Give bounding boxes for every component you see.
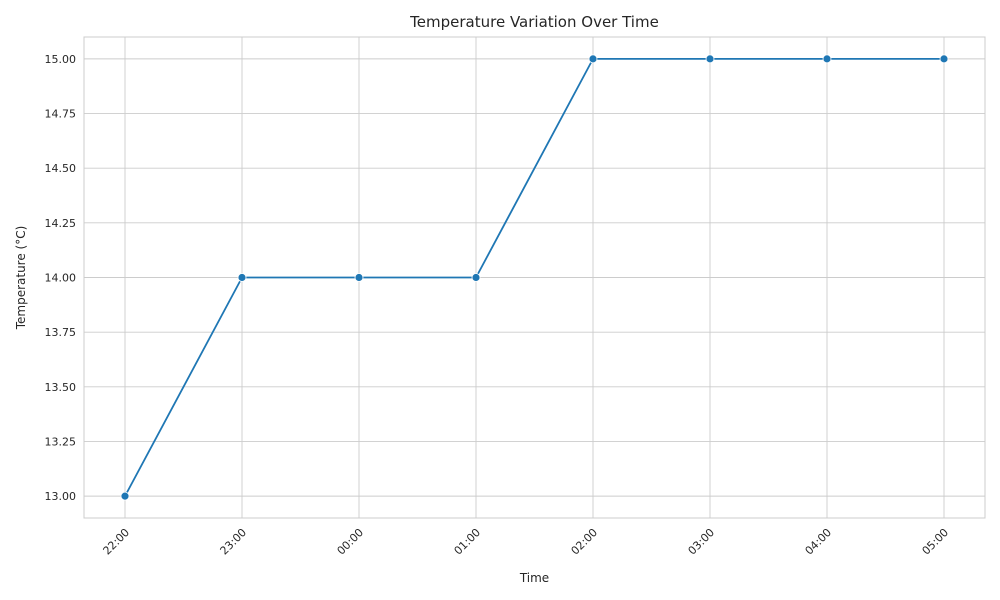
y-tick-label: 13.00 bbox=[45, 490, 77, 503]
data-point bbox=[471, 273, 481, 282]
x-tick-label: 22:00 bbox=[101, 526, 133, 558]
x-tick-labels: 22:00 23:00 00:00 01:00 02:00 03:00 04:00 05:00 bbox=[101, 526, 952, 558]
x-tick-label: 04:00 bbox=[803, 526, 835, 558]
y-axis-label: Temperature (°C) bbox=[14, 226, 28, 331]
chart-title: Temperature Variation Over Time bbox=[409, 13, 659, 31]
y-tick-label: 13.50 bbox=[45, 381, 77, 394]
grid-layer bbox=[84, 37, 985, 518]
data-point bbox=[588, 54, 598, 64]
y-tick-label: 13.25 bbox=[45, 435, 77, 448]
x-tick-label: 02:00 bbox=[569, 526, 601, 558]
x-tick-label: 01:00 bbox=[452, 526, 484, 558]
x-tick-label: 23:00 bbox=[218, 526, 250, 558]
y-tick-label: 14.25 bbox=[45, 217, 77, 230]
y-tick-label: 14.50 bbox=[45, 162, 77, 175]
data-point bbox=[939, 54, 949, 64]
data-point bbox=[120, 491, 130, 501]
plot-frame bbox=[83, 36, 986, 519]
y-tick-label: 14.75 bbox=[45, 108, 77, 121]
y-tick-label: 15.00 bbox=[45, 53, 77, 66]
y-tick-labels: 13.00 13.25 13.50 13.75 14.00 14.25 14.50 14.75… bbox=[45, 53, 77, 503]
x-tick-label: 05:00 bbox=[920, 526, 952, 558]
data-point bbox=[237, 273, 247, 282]
y-tick-label: 14.00 bbox=[45, 272, 77, 285]
series-layer bbox=[120, 54, 949, 501]
x-tick-label: 03:00 bbox=[686, 526, 718, 558]
data-point bbox=[822, 54, 832, 64]
y-tick-label: 13.75 bbox=[45, 326, 77, 339]
data-point bbox=[354, 273, 364, 282]
x-axis-label: Time bbox=[519, 571, 549, 585]
series-line bbox=[124, 57, 944, 497]
x-tick-label: 00:00 bbox=[335, 526, 367, 558]
data-point bbox=[705, 54, 715, 64]
